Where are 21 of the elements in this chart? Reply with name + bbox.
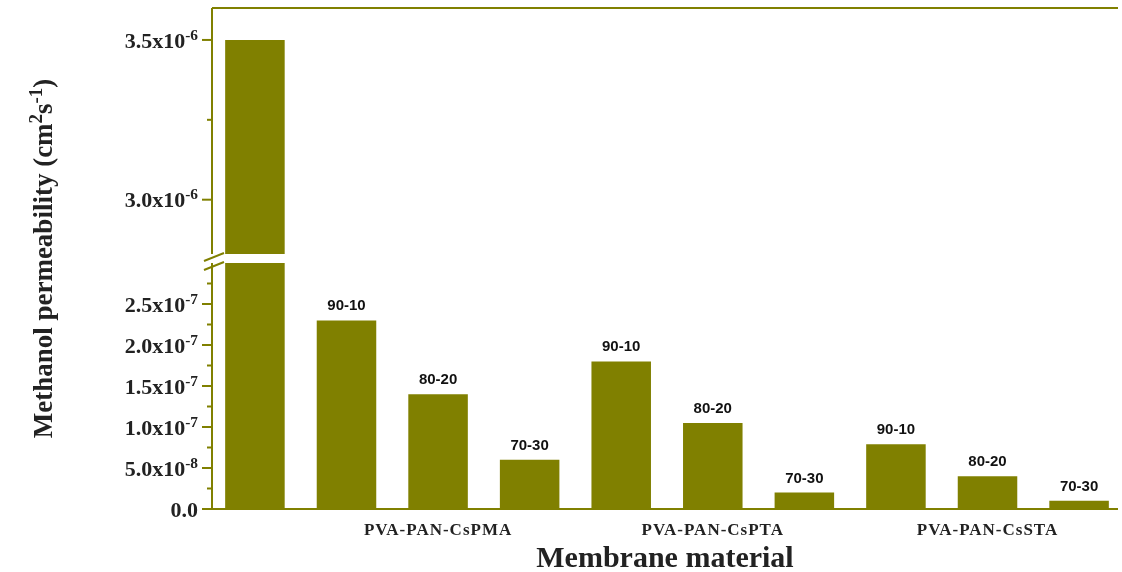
y-tick-label: 2.0x10$^{-7}$	[124, 330, 199, 358]
y-tick-label: 1.5x10$^{-7}$	[124, 371, 199, 399]
y-tick-label: 5.0x10$^{-8}$	[124, 453, 199, 481]
data-label: 70-30	[1059, 476, 1099, 494]
data-label: 90-10	[327, 296, 366, 314]
y-tick-label: 3.5x10$^{-6}$	[124, 25, 199, 53]
y-tick-label: 2.5x10$^{-7}$	[124, 289, 199, 317]
text: PVA-PAN-CsSTA	[916, 520, 1059, 539]
data-label: 90-10	[602, 337, 641, 355]
data-label: 70-30	[510, 435, 549, 453]
y-tick-label: 0.0	[170, 496, 198, 522]
data-label: 80-20	[968, 452, 1007, 470]
y-tick-label: 1.0x10$^{-7}$	[124, 412, 199, 440]
x-axis-title: Membrane material	[536, 540, 794, 572]
text: PVA-PAN-CsPTA	[641, 520, 784, 539]
data-label: 90-10	[876, 420, 916, 438]
data-label: 80-20	[693, 398, 732, 416]
y-tick-label: 3.0x10$^{-6}$	[124, 184, 199, 213]
data-label: 70-30	[785, 468, 824, 486]
data-label: 80-20	[418, 370, 458, 388]
text: PVA-PAN-CsPMA	[363, 520, 513, 539]
